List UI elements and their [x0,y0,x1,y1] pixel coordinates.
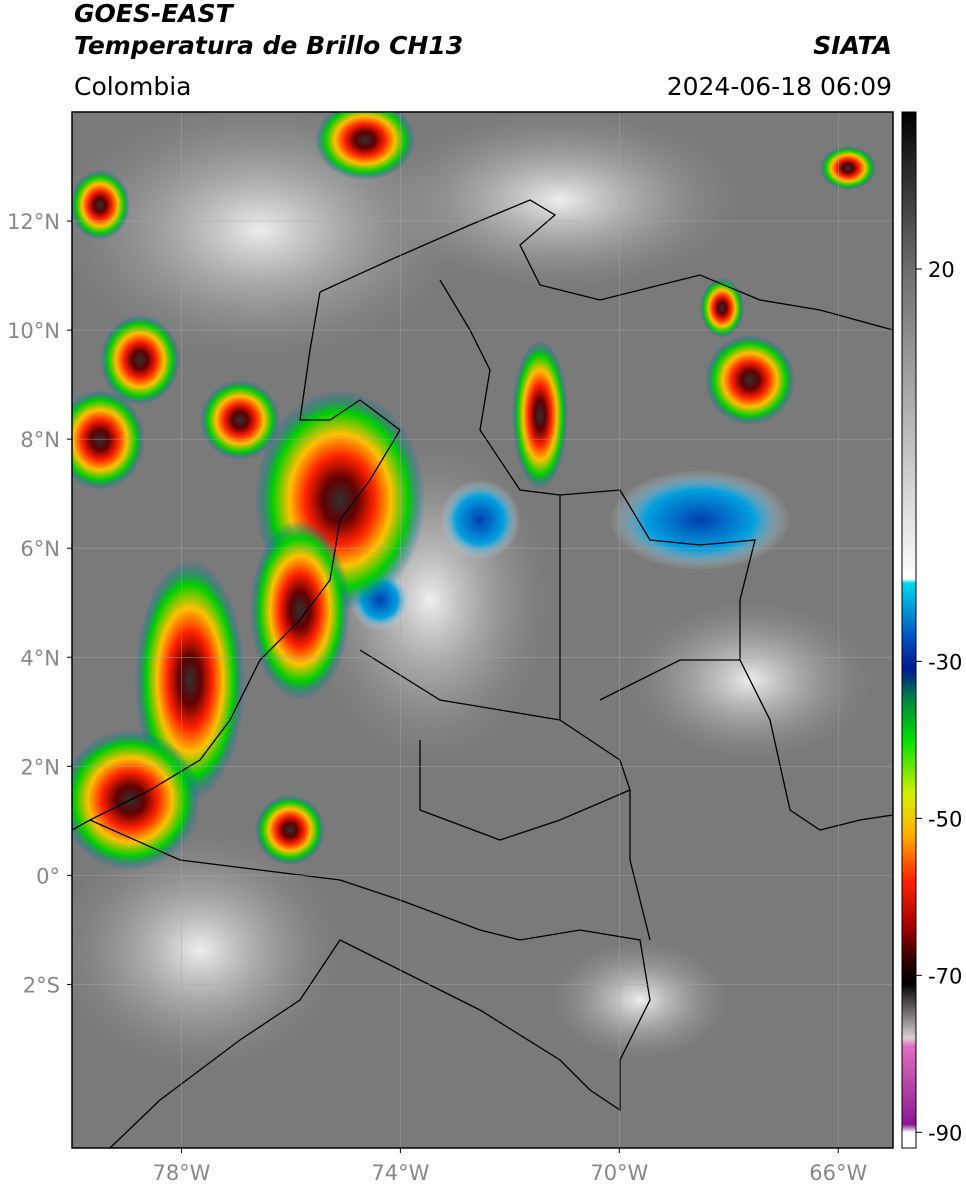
map-frame [71,111,894,1149]
region: Colombia [74,72,191,101]
colorbar-tick-label: -70 [928,964,962,988]
y-tick-label: 8°N [20,428,60,452]
colorbar [901,111,917,1149]
x-tick-label: 74°W [371,1161,429,1185]
x-tick-label: 70°W [590,1161,648,1185]
colorbar-tick-label: -30 [928,650,962,674]
y-tick-label: 2°N [20,755,60,779]
colorbar-tick-label: 20 [928,258,955,282]
source: SIATA [813,31,892,60]
x-tick-label: 78°W [152,1161,210,1185]
y-tick-label: 6°N [20,537,60,561]
title: GOES-EAST [74,0,235,28]
satellite-image [72,112,893,1148]
y-tick-label: 0° [36,864,60,888]
y-tick-label: 2°S [23,973,60,997]
x-tick-label: 66°W [809,1161,867,1185]
y-tick-label: 10°N [7,319,60,343]
y-tick-label: 12°N [7,210,60,234]
colorbar-tick-label: -50 [928,807,962,831]
graticule [72,112,893,1148]
datetime: 2024-06-18 06:09 [667,72,892,101]
colorbar-tick-label: -90 [928,1121,962,1145]
subtitle: Temperatura de Brillo CH13 [74,31,463,60]
y-tick-label: 4°N [20,646,60,670]
